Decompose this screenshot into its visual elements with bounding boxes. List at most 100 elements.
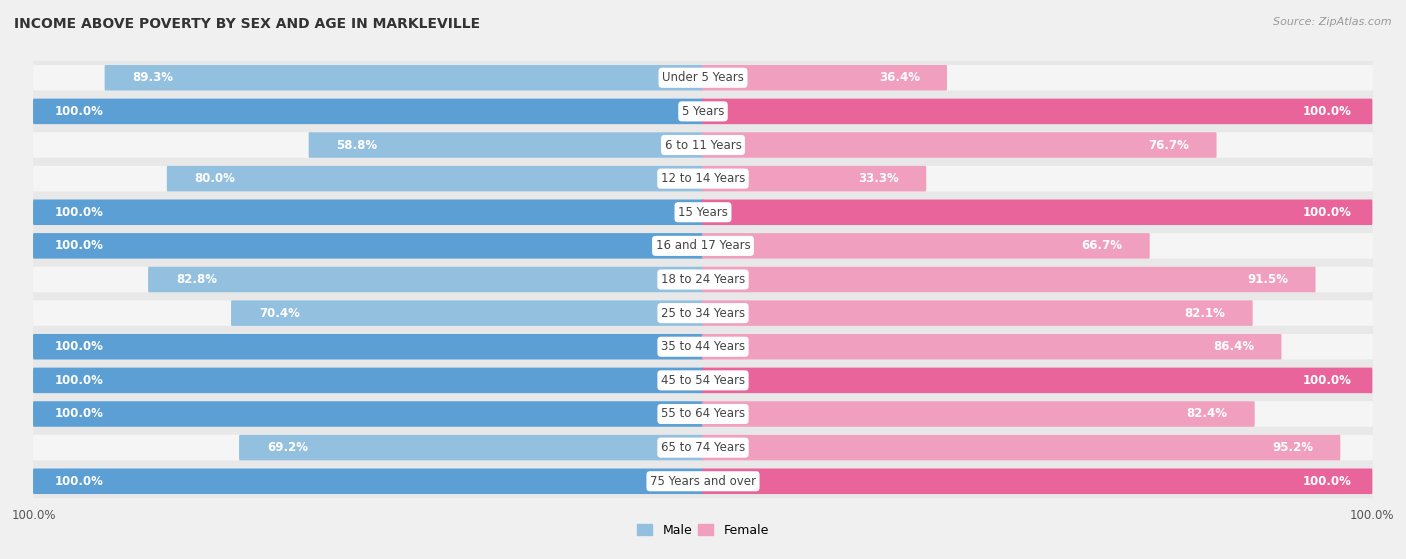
FancyBboxPatch shape bbox=[702, 300, 1253, 326]
FancyBboxPatch shape bbox=[34, 65, 703, 91]
Text: 95.2%: 95.2% bbox=[1272, 441, 1313, 454]
FancyBboxPatch shape bbox=[34, 397, 1372, 431]
FancyBboxPatch shape bbox=[34, 401, 703, 427]
Text: 65 to 74 Years: 65 to 74 Years bbox=[661, 441, 745, 454]
FancyBboxPatch shape bbox=[703, 435, 1372, 461]
Text: 80.0%: 80.0% bbox=[194, 172, 236, 185]
Text: 70.4%: 70.4% bbox=[259, 307, 299, 320]
Text: 100.0%: 100.0% bbox=[1303, 105, 1351, 118]
FancyBboxPatch shape bbox=[702, 233, 1150, 259]
FancyBboxPatch shape bbox=[34, 61, 1372, 94]
Text: 100.0%: 100.0% bbox=[55, 206, 103, 219]
Text: 66.7%: 66.7% bbox=[1081, 239, 1122, 252]
FancyBboxPatch shape bbox=[702, 368, 1372, 393]
Text: 5 Years: 5 Years bbox=[682, 105, 724, 118]
FancyBboxPatch shape bbox=[148, 267, 703, 292]
Text: 55 to 64 Years: 55 to 64 Years bbox=[661, 408, 745, 420]
FancyBboxPatch shape bbox=[702, 401, 1254, 427]
Text: 100.0%: 100.0% bbox=[55, 374, 103, 387]
FancyBboxPatch shape bbox=[702, 468, 1372, 494]
Text: Source: ZipAtlas.com: Source: ZipAtlas.com bbox=[1274, 17, 1392, 27]
Text: 12 to 14 Years: 12 to 14 Years bbox=[661, 172, 745, 185]
FancyBboxPatch shape bbox=[34, 263, 1372, 296]
FancyBboxPatch shape bbox=[703, 200, 1372, 225]
Text: 100.0%: 100.0% bbox=[55, 239, 103, 252]
Text: 58.8%: 58.8% bbox=[336, 139, 378, 151]
Text: 69.2%: 69.2% bbox=[267, 441, 308, 454]
FancyBboxPatch shape bbox=[239, 435, 703, 461]
FancyBboxPatch shape bbox=[34, 468, 703, 494]
FancyBboxPatch shape bbox=[104, 65, 703, 91]
FancyBboxPatch shape bbox=[309, 132, 703, 158]
FancyBboxPatch shape bbox=[34, 296, 1372, 330]
Text: 35 to 44 Years: 35 to 44 Years bbox=[661, 340, 745, 353]
FancyBboxPatch shape bbox=[34, 465, 1372, 498]
Text: 25 to 34 Years: 25 to 34 Years bbox=[661, 307, 745, 320]
Text: 100.0%: 100.0% bbox=[55, 408, 103, 420]
FancyBboxPatch shape bbox=[34, 334, 703, 359]
FancyBboxPatch shape bbox=[34, 468, 703, 494]
FancyBboxPatch shape bbox=[34, 196, 1372, 229]
Text: 89.3%: 89.3% bbox=[132, 71, 173, 84]
FancyBboxPatch shape bbox=[703, 98, 1372, 124]
Text: 6 to 11 Years: 6 to 11 Years bbox=[665, 139, 741, 151]
FancyBboxPatch shape bbox=[34, 363, 1372, 397]
FancyBboxPatch shape bbox=[34, 435, 703, 461]
Text: 100.0%: 100.0% bbox=[55, 105, 103, 118]
FancyBboxPatch shape bbox=[702, 334, 1281, 359]
FancyBboxPatch shape bbox=[34, 132, 703, 158]
FancyBboxPatch shape bbox=[34, 166, 703, 191]
FancyBboxPatch shape bbox=[34, 94, 1372, 128]
Text: 82.8%: 82.8% bbox=[176, 273, 217, 286]
FancyBboxPatch shape bbox=[703, 267, 1372, 292]
FancyBboxPatch shape bbox=[34, 431, 1372, 465]
FancyBboxPatch shape bbox=[34, 162, 1372, 196]
Text: 18 to 24 Years: 18 to 24 Years bbox=[661, 273, 745, 286]
Text: 100.0%: 100.0% bbox=[1303, 206, 1351, 219]
FancyBboxPatch shape bbox=[702, 132, 1216, 158]
Text: 75 Years and over: 75 Years and over bbox=[650, 475, 756, 488]
Text: Under 5 Years: Under 5 Years bbox=[662, 71, 744, 84]
Text: 91.5%: 91.5% bbox=[1247, 273, 1288, 286]
FancyBboxPatch shape bbox=[34, 128, 1372, 162]
Legend: Male, Female: Male, Female bbox=[633, 519, 773, 542]
FancyBboxPatch shape bbox=[703, 368, 1372, 393]
FancyBboxPatch shape bbox=[702, 200, 1372, 225]
FancyBboxPatch shape bbox=[703, 233, 1372, 259]
Text: 36.4%: 36.4% bbox=[879, 71, 920, 84]
Text: 100.0%: 100.0% bbox=[1303, 374, 1351, 387]
FancyBboxPatch shape bbox=[34, 368, 703, 393]
FancyBboxPatch shape bbox=[34, 233, 703, 259]
FancyBboxPatch shape bbox=[703, 334, 1372, 359]
Text: 100.0%: 100.0% bbox=[55, 475, 103, 488]
FancyBboxPatch shape bbox=[34, 300, 703, 326]
FancyBboxPatch shape bbox=[703, 401, 1372, 427]
FancyBboxPatch shape bbox=[34, 200, 703, 225]
FancyBboxPatch shape bbox=[34, 330, 1372, 363]
FancyBboxPatch shape bbox=[703, 166, 1372, 191]
FancyBboxPatch shape bbox=[702, 267, 1316, 292]
FancyBboxPatch shape bbox=[34, 229, 1372, 263]
Text: 100.0%: 100.0% bbox=[55, 340, 103, 353]
Text: 82.4%: 82.4% bbox=[1187, 408, 1227, 420]
Text: INCOME ABOVE POVERTY BY SEX AND AGE IN MARKLEVILLE: INCOME ABOVE POVERTY BY SEX AND AGE IN M… bbox=[14, 17, 481, 31]
FancyBboxPatch shape bbox=[34, 334, 703, 359]
FancyBboxPatch shape bbox=[34, 267, 703, 292]
FancyBboxPatch shape bbox=[34, 233, 703, 259]
FancyBboxPatch shape bbox=[702, 435, 1340, 461]
FancyBboxPatch shape bbox=[703, 300, 1372, 326]
FancyBboxPatch shape bbox=[34, 98, 703, 124]
FancyBboxPatch shape bbox=[34, 368, 703, 393]
Text: 82.1%: 82.1% bbox=[1184, 307, 1226, 320]
Text: 100.0%: 100.0% bbox=[1303, 475, 1351, 488]
Text: 45 to 54 Years: 45 to 54 Years bbox=[661, 374, 745, 387]
Text: 86.4%: 86.4% bbox=[1213, 340, 1254, 353]
FancyBboxPatch shape bbox=[703, 65, 1372, 91]
FancyBboxPatch shape bbox=[702, 98, 1372, 124]
FancyBboxPatch shape bbox=[231, 300, 703, 326]
FancyBboxPatch shape bbox=[167, 166, 703, 191]
FancyBboxPatch shape bbox=[703, 132, 1372, 158]
Text: 33.3%: 33.3% bbox=[858, 172, 898, 185]
Text: 16 and 17 Years: 16 and 17 Years bbox=[655, 239, 751, 252]
Text: 76.7%: 76.7% bbox=[1149, 139, 1189, 151]
